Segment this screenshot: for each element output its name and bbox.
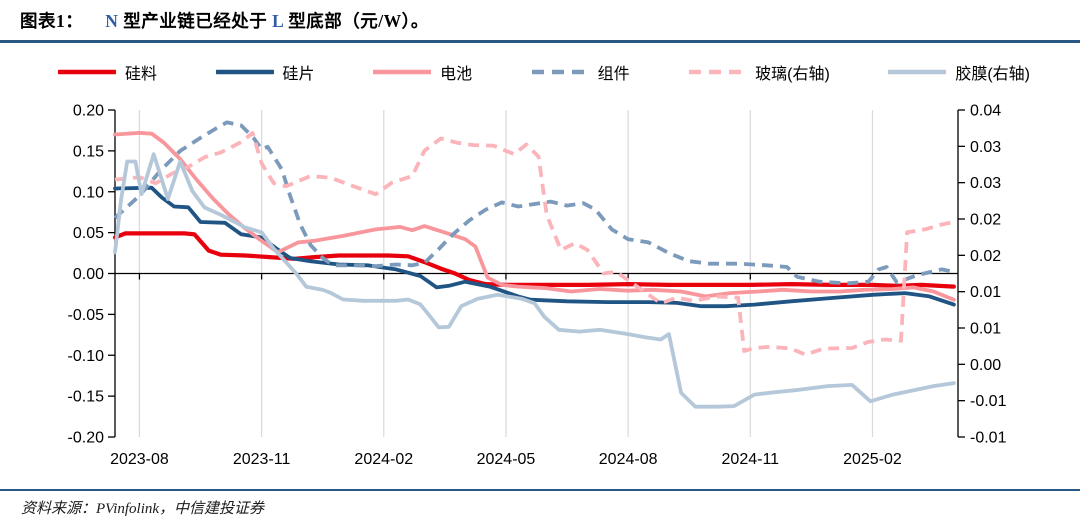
title-segment: 型底部（元/W）。	[283, 11, 429, 31]
legend-label-module: 组件	[597, 66, 630, 83]
series-line-cell	[113, 130, 956, 302]
legend-swatch-silicon	[58, 69, 116, 75]
chart-title-prefix: 图表1：	[20, 11, 84, 31]
right-axis-tick-label: 0.02	[970, 248, 1001, 265]
x-axis-tick-label: 2024-11	[722, 451, 780, 468]
left-axis-tick-label: -0.15	[68, 389, 105, 406]
legend-item-film: 胶膜(右轴)	[888, 60, 1030, 84]
left-axis-tick-label: -0.10	[68, 348, 105, 365]
legend-item-cell: 电池	[373, 60, 472, 84]
title-segment: N	[105, 11, 119, 31]
left-axis-tick-label: 0.10	[73, 184, 104, 201]
right-axis-tick-label: 0.00	[970, 357, 1001, 374]
source-note: 资料来源：PVinfolink，中信建投证券	[21, 501, 265, 517]
right-axis-tick-label: 0.01	[970, 284, 1001, 301]
legend-swatch-glass	[689, 69, 746, 75]
right-axis-tick-label: 0.02	[970, 212, 1001, 229]
chart-legend: 硅料 硅片 电池 组件 玻璃(右轴) 胶膜(右轴)	[58, 60, 1030, 84]
right-axis-tick-label: -0.01	[970, 393, 1007, 410]
legend-label-silicon: 硅料	[125, 66, 158, 83]
right-axis-tick-label: 0.03	[970, 139, 1001, 156]
x-axis-tick-label: 2025-02	[843, 451, 902, 468]
series-line-module	[113, 120, 955, 286]
left-axis-tick-label: 0.05	[73, 225, 104, 242]
x-axis-tick-label: 2023-08	[110, 451, 169, 468]
legend-item-module: 组件	[531, 60, 630, 84]
x-axis-tick-label: 2024-05	[477, 451, 536, 468]
legend-label-film: 胶膜(右轴)	[955, 66, 1030, 83]
title-segment: L	[272, 11, 284, 31]
title-segment: 型产业链已经处于	[118, 11, 273, 31]
legend-label-wafer: 硅片	[282, 66, 315, 83]
left-axis-tick-label: -0.05	[68, 307, 105, 324]
chart-title-text: N 型产业链已经处于 L 型底部（元/W）。	[105, 11, 429, 31]
legend-label-glass: 玻璃(右轴)	[755, 66, 830, 83]
x-axis-tick-label: 2023-11	[233, 451, 291, 468]
series-line-glass	[114, 131, 955, 357]
legend-label-cell: 电池	[440, 66, 473, 83]
x-axis-tick-label: 2024-08	[599, 451, 658, 468]
left-axis-tick-label: 0.00	[73, 266, 104, 283]
legend-swatch-cell	[373, 69, 432, 75]
legend-swatch-wafer	[215, 69, 274, 75]
right-axis-tick-label: 0.01	[970, 321, 1001, 338]
series-line-film	[113, 152, 956, 409]
right-axis-tick-label: 0.04	[970, 103, 1001, 120]
series-line-wafer	[113, 185, 956, 309]
legend-item-glass: 玻璃(右轴)	[688, 60, 830, 84]
series-line-silicon	[112, 231, 957, 289]
left-axis-tick-label: -0.20	[68, 430, 105, 447]
right-axis-tick-label: 0.03	[970, 175, 1001, 192]
left-axis-tick-label: 0.15	[73, 143, 104, 160]
right-axis-tick-label: -0.01	[970, 430, 1007, 447]
legend-swatch-module	[531, 69, 588, 75]
left-axis-tick-label: 0.20	[73, 103, 104, 120]
x-axis-tick-label: 2024-02	[354, 451, 413, 468]
footer-divider-rule	[0, 489, 1080, 491]
legend-swatch-film	[888, 69, 947, 75]
chart-title: 图表1： N 型产业链已经处于 L 型底部（元/W）。	[20, 8, 429, 33]
legend-item-silicon: 硅料	[58, 60, 157, 84]
title-divider-rule	[0, 40, 1080, 43]
legend-item-wafer: 硅片	[215, 60, 315, 84]
